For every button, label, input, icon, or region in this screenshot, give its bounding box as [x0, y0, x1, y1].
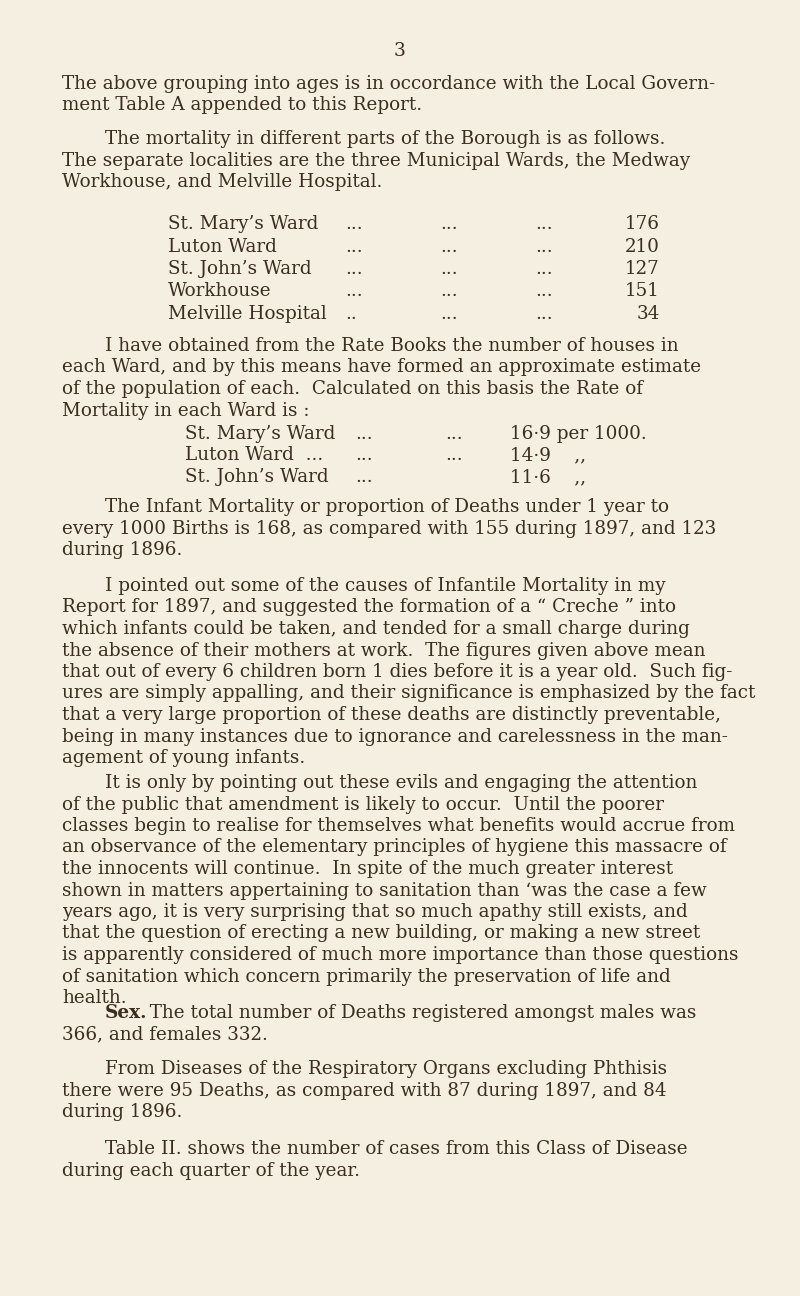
- Text: ...: ...: [445, 425, 462, 443]
- Text: The total number of Deaths registered amongst males was: The total number of Deaths registered am…: [138, 1004, 696, 1023]
- Text: The Infant Mortality or proportion of Deaths under 1 year to: The Infant Mortality or proportion of De…: [105, 498, 669, 516]
- Text: ..: ..: [345, 305, 357, 323]
- Text: St. Mary’s Ward: St. Mary’s Ward: [168, 215, 318, 233]
- Text: ures are simply appalling, and their significance is emphasized by the fact: ures are simply appalling, and their sig…: [62, 684, 755, 702]
- Text: ...: ...: [440, 305, 458, 323]
- Text: The above grouping into ages is in occordance with the Local Govern-: The above grouping into ages is in occor…: [62, 75, 715, 93]
- Text: ...: ...: [535, 283, 553, 301]
- Text: every 1000 Births is 168, as compared with 155 during 1897, and 123: every 1000 Births is 168, as compared wi…: [62, 520, 716, 538]
- Text: ...: ...: [535, 237, 553, 255]
- Text: The separate localities are the three Municipal Wards, the Medway: The separate localities are the three Mu…: [62, 152, 690, 170]
- Text: shown in matters appertaining to sanitation than ‘was the case a few: shown in matters appertaining to sanitat…: [62, 881, 706, 899]
- Text: 366, and females 332.: 366, and females 332.: [62, 1025, 268, 1043]
- Text: Workhouse: Workhouse: [168, 283, 272, 301]
- Text: ...: ...: [345, 215, 362, 233]
- Text: Mortality in each Ward is :: Mortality in each Ward is :: [62, 402, 310, 420]
- Text: Sex.: Sex.: [105, 1004, 147, 1023]
- Text: 127: 127: [626, 260, 660, 279]
- Text: during 1896.: during 1896.: [62, 540, 182, 559]
- Text: I have obtained from the Rate Books the number of houses in: I have obtained from the Rate Books the …: [105, 337, 678, 355]
- Text: the absence of their mothers at work.  The figures given above mean: the absence of their mothers at work. Th…: [62, 642, 706, 660]
- Text: of sanitation which concern primarily the preservation of life and: of sanitation which concern primarily th…: [62, 968, 670, 985]
- Text: of the public that amendment is likely to occur.  Until the poorer: of the public that amendment is likely t…: [62, 796, 664, 814]
- Text: of the population of each.  Calculated on this basis the Rate of: of the population of each. Calculated on…: [62, 380, 643, 398]
- Text: ...: ...: [345, 283, 362, 301]
- Text: ...: ...: [535, 305, 553, 323]
- Text: 151: 151: [625, 283, 660, 301]
- Text: 14·9    ,,: 14·9 ,,: [510, 447, 586, 464]
- Text: 176: 176: [625, 215, 660, 233]
- Text: an observance of the elementary principles of hygiene this massacre of: an observance of the elementary principl…: [62, 839, 726, 857]
- Text: 16·9 per 1000.: 16·9 per 1000.: [510, 425, 646, 443]
- Text: ...: ...: [345, 237, 362, 255]
- Text: ...: ...: [345, 260, 362, 279]
- Text: St. John’s Ward: St. John’s Ward: [185, 468, 329, 486]
- Text: Melville Hospital: Melville Hospital: [168, 305, 326, 323]
- Text: ment Table A appended to this Report.: ment Table A appended to this Report.: [62, 96, 422, 114]
- Text: Report for 1897, and suggested the formation of a “ Creche ” into: Report for 1897, and suggested the forma…: [62, 599, 676, 617]
- Text: St. Mary’s Ward: St. Mary’s Ward: [185, 425, 335, 443]
- Text: ...: ...: [440, 283, 458, 301]
- Text: agement of young infants.: agement of young infants.: [62, 749, 306, 767]
- Text: ...: ...: [440, 215, 458, 233]
- Text: ...: ...: [355, 425, 373, 443]
- Text: ...: ...: [535, 260, 553, 279]
- Text: Table II. shows the number of cases from this Class of Disease: Table II. shows the number of cases from…: [105, 1140, 688, 1159]
- Text: I pointed out some of the causes of Infantile Mortality in my: I pointed out some of the causes of Infa…: [105, 577, 666, 595]
- Text: 210: 210: [625, 237, 660, 255]
- Text: that out of every 6 children born 1 dies before it is a year old.  Such fig-: that out of every 6 children born 1 dies…: [62, 664, 732, 680]
- Text: ...: ...: [440, 260, 458, 279]
- Text: 3: 3: [394, 41, 406, 60]
- Text: It is only by pointing out these evils and engaging the attention: It is only by pointing out these evils a…: [105, 774, 698, 792]
- Text: ...: ...: [440, 237, 458, 255]
- Text: that the question of erecting a new building, or making a new street: that the question of erecting a new buil…: [62, 924, 700, 942]
- Text: there were 95 Deaths, as compared with 87 during 1897, and 84: there were 95 Deaths, as compared with 8…: [62, 1081, 666, 1099]
- Text: Workhouse, and Melville Hospital.: Workhouse, and Melville Hospital.: [62, 172, 382, 191]
- Text: years ago, it is very surprising that so much apathy still exists, and: years ago, it is very surprising that so…: [62, 903, 688, 921]
- Text: which infants could be taken, and tended for a small charge during: which infants could be taken, and tended…: [62, 619, 690, 638]
- Text: during 1896.: during 1896.: [62, 1103, 182, 1121]
- Text: each Ward, and by this means have formed an approximate estimate: each Ward, and by this means have formed…: [62, 359, 701, 377]
- Text: the innocents will continue.  In spite of the much greater interest: the innocents will continue. In spite of…: [62, 861, 673, 877]
- Text: ...: ...: [445, 447, 462, 464]
- Text: is apparently considered of much more importance than those questions: is apparently considered of much more im…: [62, 946, 738, 964]
- Text: 34: 34: [637, 305, 660, 323]
- Text: Luton Ward  ...: Luton Ward ...: [185, 447, 323, 464]
- Text: 11·6    ,,: 11·6 ,,: [510, 468, 586, 486]
- Text: ...: ...: [355, 447, 373, 464]
- Text: ...: ...: [535, 215, 553, 233]
- Text: classes begin to realise for themselves what benefits would accrue from: classes begin to realise for themselves …: [62, 816, 735, 835]
- Text: Luton Ward: Luton Ward: [168, 237, 277, 255]
- Text: during each quarter of the year.: during each quarter of the year.: [62, 1161, 360, 1179]
- Text: ...: ...: [355, 468, 373, 486]
- Text: The mortality in different parts of the Borough is as follows.: The mortality in different parts of the …: [105, 130, 666, 148]
- Text: being in many instances due to ignorance and carelessness in the man-: being in many instances due to ignorance…: [62, 727, 728, 745]
- Text: From Diseases of the Respiratory Organs excluding Phthisis: From Diseases of the Respiratory Organs …: [105, 1060, 667, 1078]
- Text: health.: health.: [62, 989, 126, 1007]
- Text: St. John’s Ward: St. John’s Ward: [168, 260, 312, 279]
- Text: that a very large proportion of these deaths are distinctly preventable,: that a very large proportion of these de…: [62, 706, 721, 724]
